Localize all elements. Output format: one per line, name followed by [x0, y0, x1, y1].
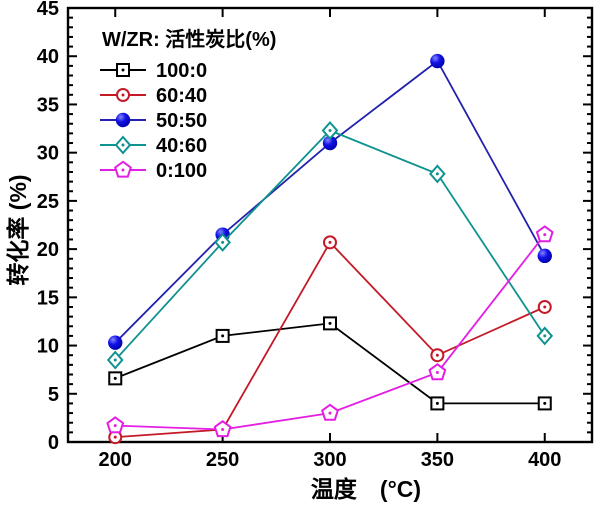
marker-center-dot — [328, 321, 332, 325]
marker-center-dot — [113, 424, 117, 428]
data-point-marker — [115, 112, 131, 128]
marker-center-dot — [121, 68, 125, 72]
series-0:100 — [106, 225, 554, 438]
x-tick-label: 250 — [206, 449, 239, 471]
marker-center-dot — [121, 143, 125, 147]
data-point-marker — [322, 135, 338, 151]
legend: W/ZR: 活性炭比(%) 100:0 60:40 50:50 40:60 0:100 — [100, 28, 276, 182]
y-tick-label: 25 — [37, 191, 59, 213]
legend-entry-label: 50:50 — [156, 110, 207, 132]
marker-center-dot — [435, 172, 439, 176]
plot-border — [66, 6, 594, 444]
marker-center-dot — [121, 168, 125, 172]
y-tick-label: 45 — [37, 0, 59, 20]
y-tick-label: 10 — [37, 336, 59, 358]
marker-center-dot — [113, 358, 117, 362]
data-point-marker — [430, 53, 445, 69]
y-tick-label: 30 — [37, 143, 59, 165]
legend-entry-60:40: 60:40 — [100, 85, 207, 107]
series-50:50 — [108, 53, 552, 350]
plot-frame — [66, 6, 594, 444]
legend-entry-100:0: 100:0 — [100, 60, 207, 82]
axis-tick-labels: 0 5 10 15 20 25 30 35 40 45 200 250 300 350 400 — [37, 0, 562, 471]
marker-center-dot — [121, 93, 125, 97]
y-tick-label: 40 — [37, 46, 59, 68]
x-axis-title: 温度 (°C) — [311, 476, 421, 502]
marker-center-dot — [435, 371, 439, 375]
marker-center-dot — [543, 305, 547, 309]
series-line — [115, 234, 546, 431]
marker-center-dot — [328, 240, 332, 244]
marker-center-dot — [435, 401, 439, 405]
marker-center-dot — [543, 401, 547, 405]
y-tick-label: 35 — [37, 94, 59, 116]
marker-center-dot — [221, 334, 225, 338]
marker-center-dot — [221, 240, 225, 244]
y-tick-label: 20 — [37, 239, 59, 261]
marker-center-dot — [113, 435, 117, 439]
legend-entry-label: 60:40 — [156, 85, 207, 107]
legend-entry-0:100: 0:100 — [100, 160, 207, 182]
marker-center-dot — [328, 128, 332, 132]
axis-ticks — [68, 7, 592, 443]
marker-center-dot — [543, 233, 547, 237]
y-tick-label: 0 — [48, 432, 59, 454]
y-axis-title: 转化率 (%) — [5, 174, 31, 285]
legend-entry-label: 100:0 — [156, 60, 207, 82]
marker-center-dot — [113, 376, 117, 380]
data-point-marker — [108, 335, 123, 350]
legend-title: W/ZR: 活性炭比(%) — [102, 28, 276, 51]
y-tick-label: 15 — [37, 287, 59, 309]
series-40:60 — [106, 120, 554, 370]
marker-center-dot — [435, 353, 439, 357]
y-tick-label: 5 — [48, 384, 59, 406]
x-tick-label: 300 — [313, 449, 346, 471]
marker-center-dot — [543, 334, 547, 338]
legend-entry-40:60: 40:60 — [100, 135, 207, 157]
marker-center-dot — [328, 411, 332, 415]
legend-entry-label: 40:60 — [156, 135, 207, 157]
data-point-marker — [537, 248, 552, 264]
data-series — [106, 53, 554, 445]
legend-entries: 100:0 60:40 50:50 40:60 0:100 — [100, 60, 207, 182]
series-100:0 — [108, 316, 552, 411]
legend-entry-label: 0:100 — [156, 160, 207, 182]
x-tick-label: 200 — [99, 449, 132, 471]
marker-center-dot — [221, 427, 225, 431]
x-tick-label: 350 — [421, 449, 454, 471]
x-tick-label: 400 — [528, 449, 561, 471]
legend-entry-50:50: 50:50 — [100, 110, 207, 132]
